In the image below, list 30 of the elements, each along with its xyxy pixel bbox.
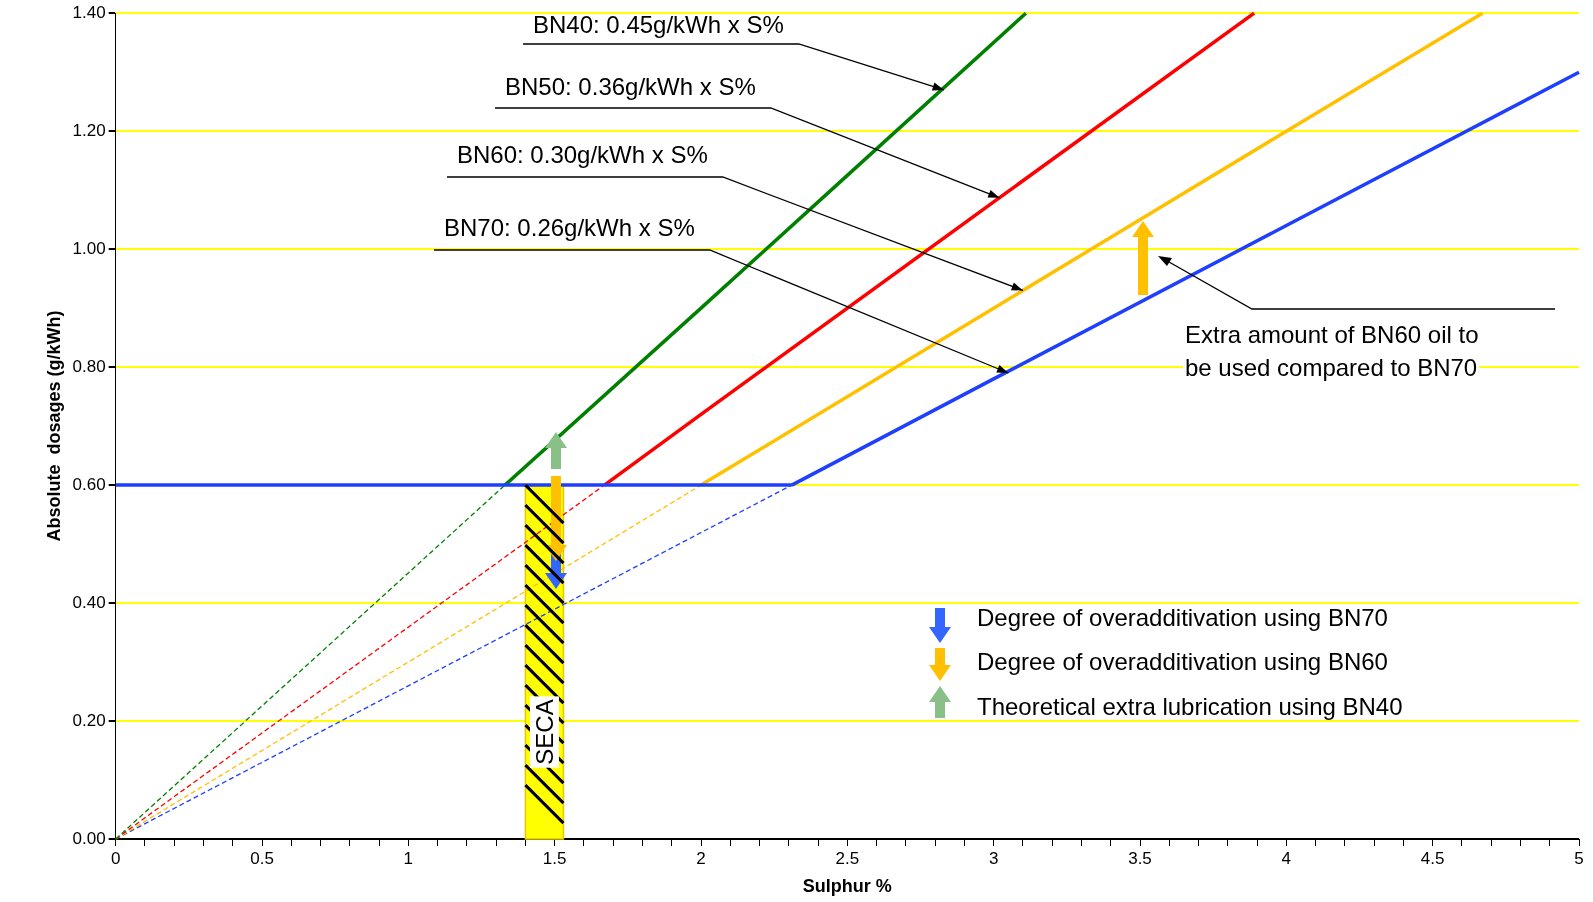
x-tick-label: 1.5 xyxy=(542,848,567,868)
band-label: SECA xyxy=(530,699,558,765)
annotation: Extra amount of BN60 oil to be used compared to BN70 xyxy=(1185,321,1479,381)
y-tick-label: 1.40 xyxy=(72,2,106,22)
y-tick-label: 0.40 xyxy=(72,592,106,612)
x-tick-label: 5 xyxy=(1574,848,1584,868)
annotation: BN40: 0.45g/kWh x S% xyxy=(533,11,784,38)
annotation: Degree of overadditivation using BN70 xyxy=(977,604,1388,632)
y-tick-label: 0.60 xyxy=(72,474,106,494)
y-tick-label: 0.00 xyxy=(72,828,106,848)
x-tick-label: 0 xyxy=(110,848,121,868)
x-tick-label: 3 xyxy=(988,848,999,868)
x-tick-label: 1 xyxy=(403,848,414,868)
annotation: Degree of overadditivation using BN60 xyxy=(977,648,1388,676)
y-axis-title: Absolute dosages (g/kWh) xyxy=(43,310,64,542)
annotation: BN70: 0.26g/kWh x S% xyxy=(444,214,695,241)
y-tick-label: 0.80 xyxy=(72,356,106,376)
x-tick-label: 4 xyxy=(1281,848,1292,868)
annotation: Theoretical extra lubrication using BN40 xyxy=(977,693,1403,721)
y-tick-label: 0.20 xyxy=(72,710,106,730)
annotation: BN50: 0.36g/kWh x S% xyxy=(505,73,756,100)
x-tick-label: 0.5 xyxy=(250,848,274,868)
x-tick-label: 3.5 xyxy=(1128,848,1152,868)
x-axis-title: Sulphur % xyxy=(802,876,892,897)
annotation: BN60: 0.30g/kWh x S% xyxy=(457,141,708,168)
y-tick-label: 1.00 xyxy=(72,238,106,258)
x-tick-label: 4.5 xyxy=(1420,848,1445,868)
y-tick-label: 1.20 xyxy=(72,120,106,140)
x-tick-label: 2.5 xyxy=(835,848,860,868)
x-tick-label: 2 xyxy=(696,848,706,868)
